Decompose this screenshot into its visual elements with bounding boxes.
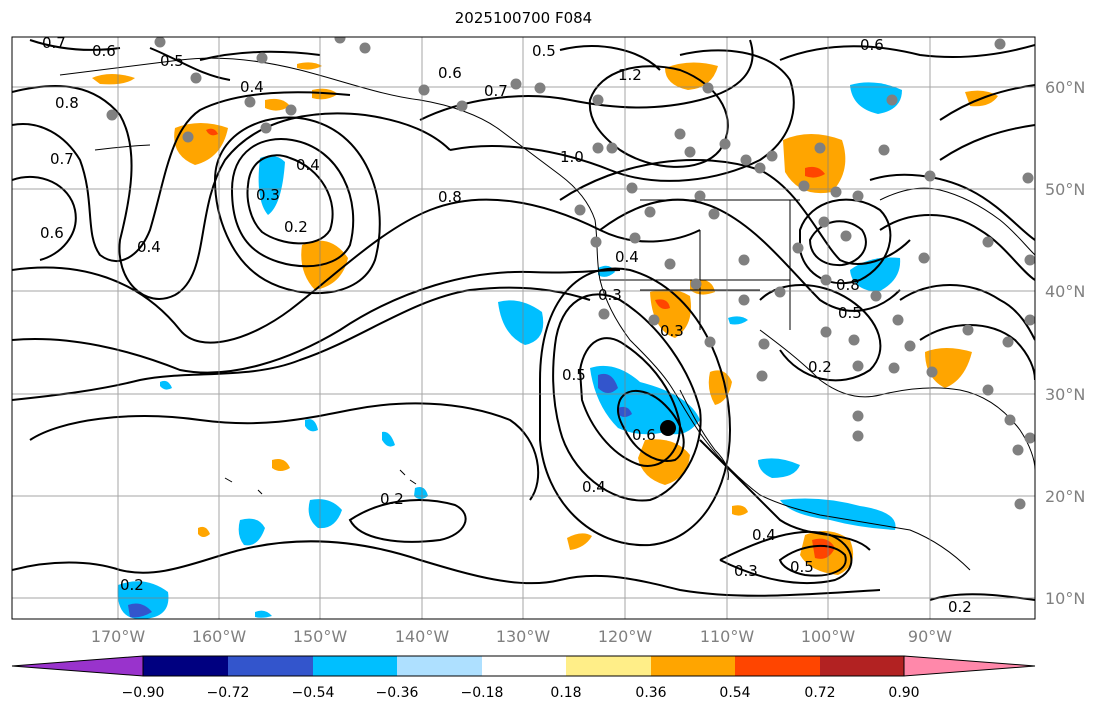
colorbar-label: −0.90	[122, 685, 165, 701]
contour-label: 0.2	[948, 598, 972, 616]
contour-label: 0.7	[42, 34, 66, 52]
contour-label: 0.5	[532, 42, 556, 60]
contour-label: 0.6	[438, 64, 462, 82]
contour-labels: 0.7 0.6 0.5 0.4 0.6 0.7 0.5 0.6 1.2 0.8 …	[40, 34, 972, 616]
contour-label: 0.5	[160, 52, 184, 70]
contour-label: 0.3	[660, 322, 684, 340]
contour-label: 0.7	[484, 82, 508, 100]
longitude-axis: 170°W 160°W 150°W 140°W 130°W 120°W 110°…	[91, 627, 952, 646]
map-frame	[11, 36, 1036, 620]
colorbar-segment	[397, 656, 482, 676]
colorbar-label: 0.36	[635, 685, 666, 701]
contour-label: 0.3	[598, 286, 622, 304]
contour-label: 0.4	[582, 478, 606, 496]
latitude-axis: 60°N 50°N 40°N 30°N 20°N 10°N	[1045, 78, 1085, 608]
contour-label: 0.8	[836, 276, 860, 294]
contour-label: 0.7	[50, 150, 74, 168]
longitude-label: 160°W	[192, 627, 247, 646]
contour-label: 0.4	[615, 248, 639, 266]
colorbar-segment	[228, 656, 313, 676]
colorbar-extend-right	[903, 655, 1036, 677]
contour-label: 0.2	[120, 576, 144, 594]
contour-label: 0.6	[860, 36, 884, 54]
colorbar-segment	[482, 656, 566, 676]
storm-center-marker	[660, 420, 676, 436]
latitude-label: 30°N	[1045, 385, 1085, 404]
colorbar-segment	[143, 656, 228, 676]
contour-label: 1.0	[560, 148, 584, 166]
latitude-label: 20°N	[1045, 487, 1085, 506]
shaded-anomalies	[92, 62, 998, 619]
longitude-label: 150°W	[293, 627, 348, 646]
contour-label: 0.5	[562, 366, 586, 384]
colorbar-segment	[313, 656, 397, 676]
map-title: 2025100700 F084	[454, 9, 593, 27]
contour-label: 0.4	[240, 78, 264, 96]
colorbar-label: −0.18	[461, 685, 504, 701]
contour-label: 0.6	[40, 224, 64, 242]
contour-label: 0.5	[838, 304, 862, 322]
latitude-label: 40°N	[1045, 282, 1085, 301]
colorbar-label: 0.18	[550, 685, 581, 701]
colorbar-frame	[142, 655, 905, 677]
contour-lines	[12, 39, 1035, 601]
graticule	[12, 37, 1035, 619]
contour-label: 0.4	[752, 526, 776, 544]
contour-label: 0.6	[632, 426, 656, 444]
contour-label: 0.2	[808, 358, 832, 376]
colorbar-label: −0.36	[376, 685, 419, 701]
longitude-label: 90°W	[908, 627, 952, 646]
longitude-label: 100°W	[801, 627, 856, 646]
longitude-label: 130°W	[496, 627, 551, 646]
contour-label: 0.5	[790, 558, 814, 576]
contour-label: 0.6	[92, 42, 116, 60]
colorbar-label: 0.54	[719, 685, 750, 701]
contour-label: 0.4	[296, 156, 320, 174]
colorbar-extend-left	[11, 655, 144, 677]
contour-label: 0.4	[137, 238, 161, 256]
latitude-label: 10°N	[1045, 589, 1085, 608]
longitude-label: 140°W	[395, 627, 450, 646]
colorbar-label: 0.90	[888, 685, 919, 701]
colorbar-label: −0.72	[207, 685, 250, 701]
contour-label: 0.2	[380, 490, 404, 508]
contour-label: 1.2	[618, 66, 642, 84]
colorbar: −0.90 −0.72 −0.54 −0.36 −0.18 0.18 0.36 …	[11, 655, 1036, 701]
contour-label: 0.8	[438, 188, 462, 206]
contour-label: 0.8	[55, 94, 79, 112]
station-markers	[106, 37, 1035, 510]
longitude-label: 120°W	[598, 627, 653, 646]
colorbar-label: 0.72	[804, 685, 835, 701]
longitude-label: 170°W	[91, 627, 146, 646]
contour-label: 0.3	[256, 186, 280, 204]
colorbar-label: −0.54	[292, 685, 335, 701]
colorbar-segment	[566, 656, 651, 676]
latitude-label: 60°N	[1045, 78, 1085, 97]
colorbar-segment	[651, 656, 735, 676]
contour-label: 0.3	[734, 562, 758, 580]
colorbar-segment	[735, 656, 820, 676]
longitude-label: 110°W	[700, 627, 755, 646]
latitude-label: 50°N	[1045, 180, 1085, 199]
colorbar-segment	[820, 656, 904, 676]
contour-label: 0.2	[284, 218, 308, 236]
